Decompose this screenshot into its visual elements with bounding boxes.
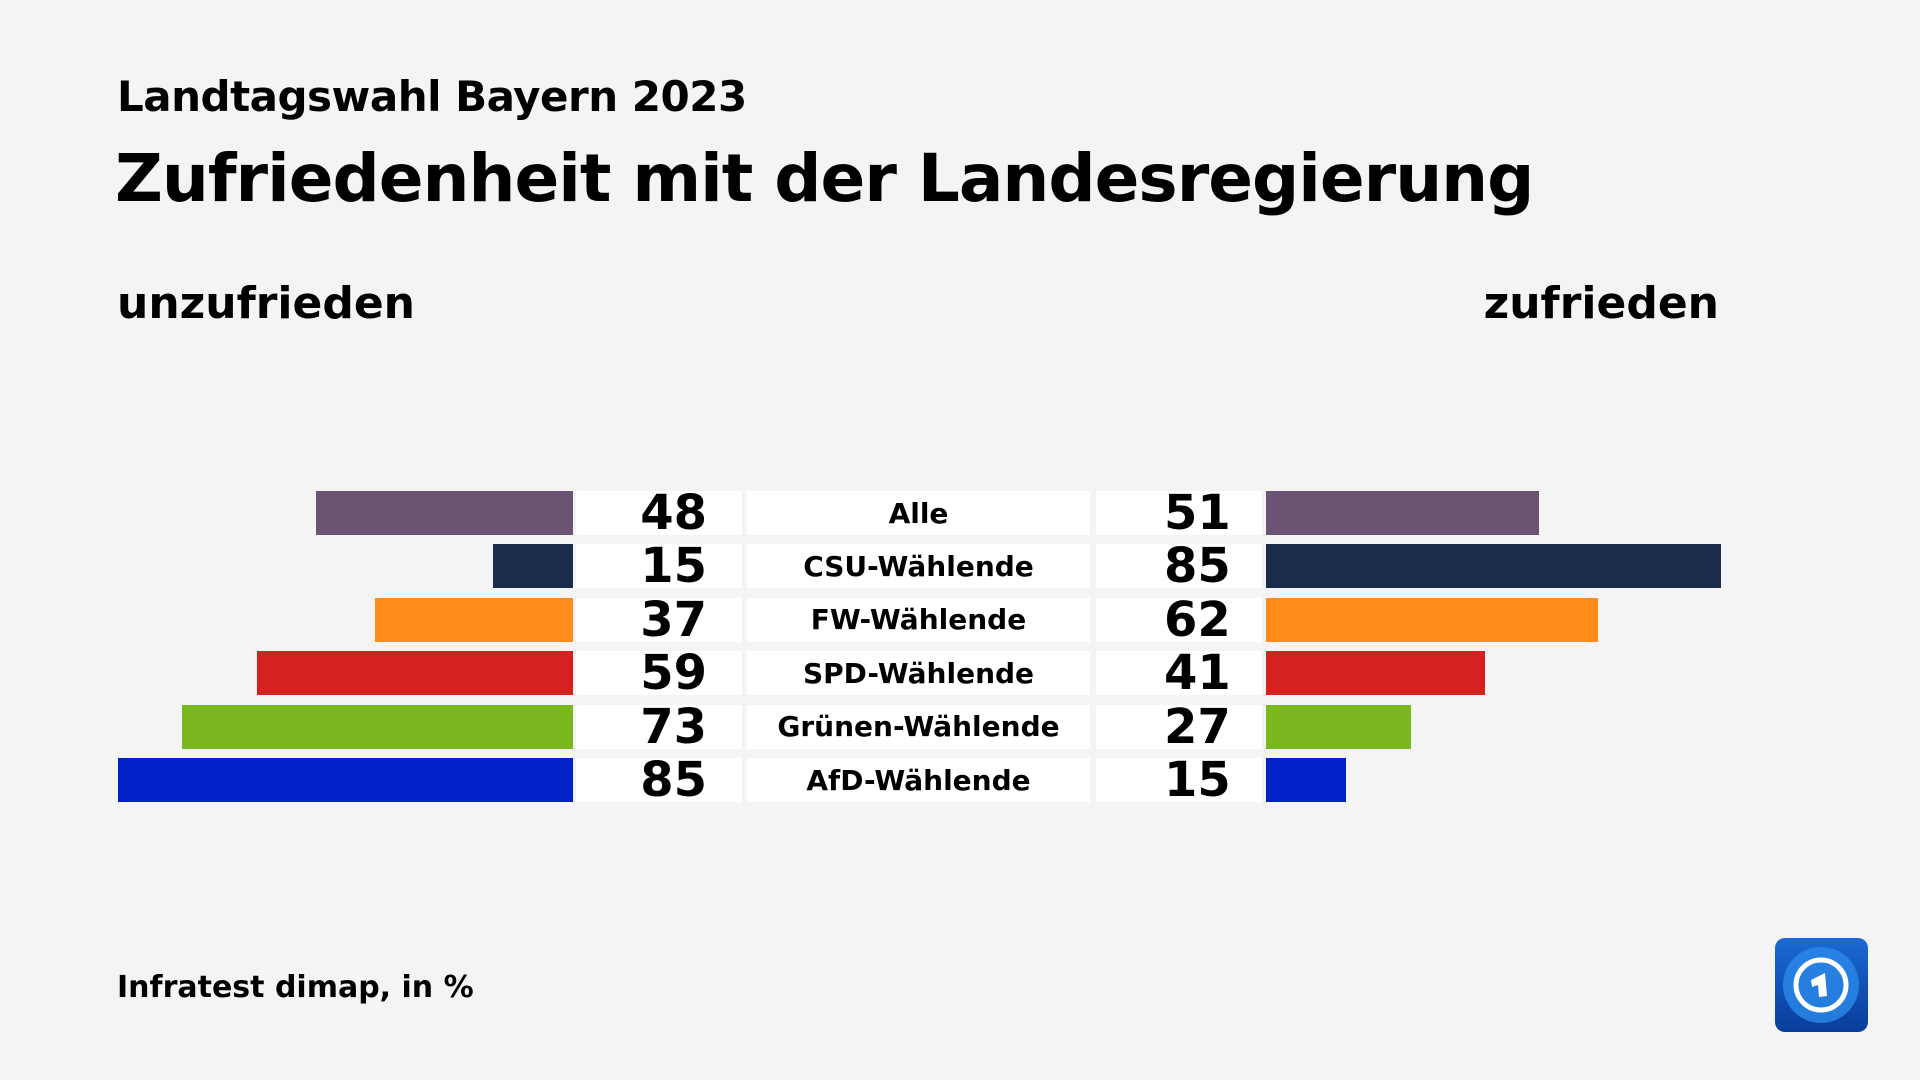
bar-zufrieden bbox=[1266, 491, 1539, 535]
category-label: CSU-Wählende bbox=[747, 544, 1090, 589]
value-zufrieden-text: 27 bbox=[1164, 698, 1231, 755]
value-zufrieden: 27 bbox=[1096, 699, 1262, 755]
legend-unzufrieden: unzufrieden bbox=[117, 278, 416, 329]
category-label-text: Grünen-Wählende bbox=[777, 710, 1060, 744]
value-unzufrieden: 37 bbox=[576, 592, 742, 648]
value-zufrieden: 41 bbox=[1096, 645, 1262, 701]
value-zufrieden-text: 15 bbox=[1164, 752, 1231, 808]
value-zufrieden: 62 bbox=[1096, 592, 1262, 648]
value-unzufrieden: 15 bbox=[576, 538, 742, 594]
value-unzufrieden: 73 bbox=[576, 699, 742, 755]
tagesschau-logo bbox=[1775, 938, 1868, 1032]
category-label: SPD-Wählende bbox=[747, 651, 1090, 696]
bar-unzufrieden bbox=[257, 651, 573, 696]
bar-unzufrieden bbox=[118, 758, 573, 802]
value-unzufrieden: 48 bbox=[576, 485, 742, 541]
category-label: FW-Wählende bbox=[747, 597, 1090, 642]
value-unzufrieden-text: 48 bbox=[640, 485, 707, 541]
category-label: AfD-Wählende bbox=[747, 758, 1090, 802]
value-zufrieden-text: 41 bbox=[1164, 645, 1231, 702]
bar-zufrieden bbox=[1266, 704, 1411, 749]
category-label-text: Alle bbox=[888, 496, 949, 530]
bar-unzufrieden bbox=[182, 704, 573, 749]
value-zufrieden: 85 bbox=[1096, 538, 1262, 594]
value-unzufrieden-text: 37 bbox=[640, 591, 707, 648]
bar-zufrieden bbox=[1266, 758, 1347, 802]
value-unzufrieden-text: 59 bbox=[640, 645, 707, 702]
legend-zufrieden: zufrieden bbox=[1483, 278, 1719, 329]
value-zufrieden-text: 85 bbox=[1164, 538, 1231, 595]
bar-zufrieden bbox=[1266, 651, 1486, 696]
value-unzufrieden: 85 bbox=[576, 752, 742, 808]
value-unzufrieden-text: 85 bbox=[640, 752, 707, 808]
value-zufrieden-text: 62 bbox=[1164, 591, 1231, 648]
value-unzufrieden-text: 73 bbox=[640, 698, 707, 755]
value-zufrieden: 15 bbox=[1096, 752, 1262, 808]
bar-unzufrieden bbox=[492, 544, 573, 589]
category-label: Grünen-Wählende bbox=[747, 704, 1090, 749]
source-note: Infratest dimap, in % bbox=[117, 970, 474, 1005]
value-zufrieden-text: 51 bbox=[1164, 485, 1231, 541]
category-label-text: AfD-Wählende bbox=[806, 763, 1031, 797]
value-unzufrieden: 59 bbox=[576, 645, 742, 701]
category-label-text: FW-Wählende bbox=[810, 603, 1027, 637]
bar-unzufrieden bbox=[374, 597, 573, 642]
bar-zufrieden bbox=[1266, 544, 1721, 589]
chart-kicker: Landtagswahl Bayern 2023 bbox=[117, 72, 747, 121]
category-label-text: SPD-Wählende bbox=[802, 656, 1035, 690]
bar-zufrieden bbox=[1266, 597, 1598, 642]
chart-title: Zufriedenheit mit der Landesregierung bbox=[115, 140, 1534, 217]
category-label: Alle bbox=[747, 491, 1090, 535]
bar-unzufrieden bbox=[316, 491, 573, 535]
category-label-text: CSU-Wählende bbox=[803, 549, 1034, 583]
value-unzufrieden-text: 15 bbox=[640, 538, 707, 595]
value-zufrieden: 51 bbox=[1096, 485, 1262, 541]
